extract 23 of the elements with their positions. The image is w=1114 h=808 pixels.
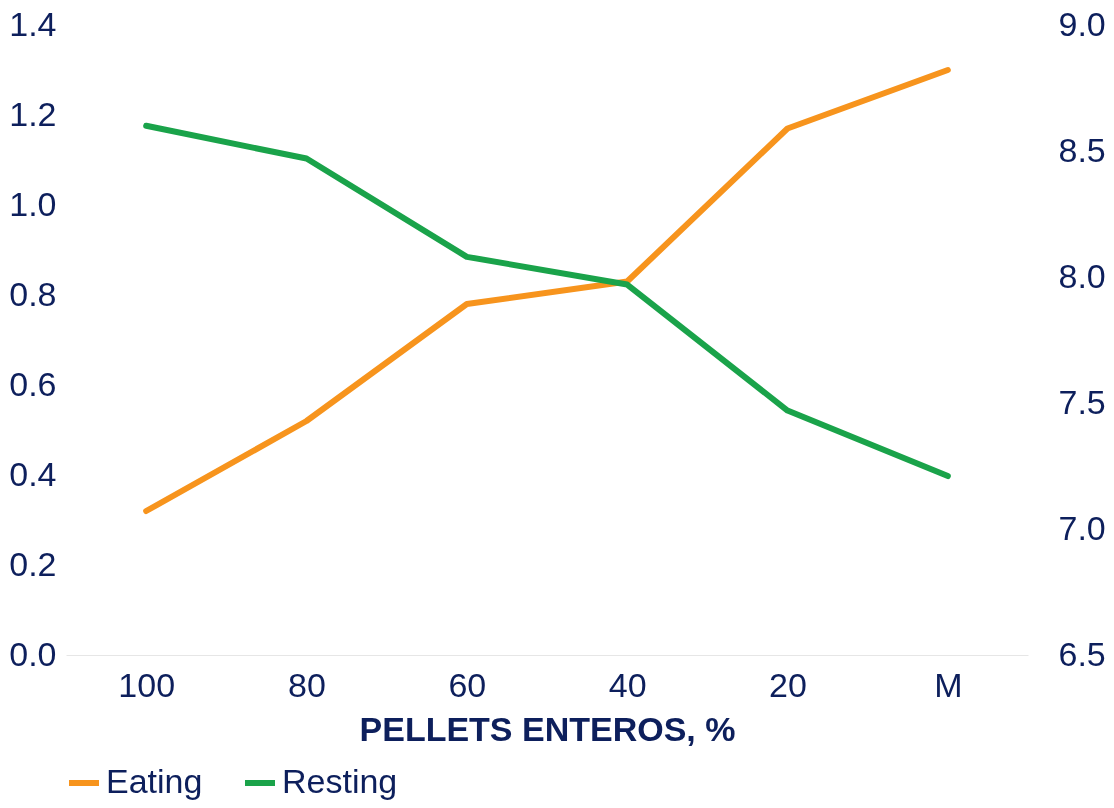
- y2-tick-label: 8.0: [1058, 256, 1106, 295]
- legend-label: Eating: [106, 762, 203, 800]
- y-tick-label: 1.2: [9, 94, 57, 133]
- y2-tick-label: 7.0: [1058, 508, 1106, 547]
- y-tick-label: 0.6: [9, 364, 57, 403]
- y-tick-label: 1.0: [9, 184, 57, 223]
- x-axis-title: PELLETS ENTEROS, %: [359, 709, 736, 748]
- y-tick-label: 0.8: [9, 274, 57, 313]
- legend-label: Resting: [282, 762, 398, 800]
- y-tick-label: 1.4: [9, 4, 57, 43]
- x-tick-label: 40: [608, 665, 647, 704]
- y-tick-label: 0.0: [9, 634, 57, 673]
- x-tick-label: 80: [288, 665, 326, 704]
- y2-tick-label: 9.0: [1058, 4, 1106, 43]
- y2-tick-label: 6.5: [1058, 634, 1106, 673]
- x-tick-label: 100: [118, 665, 176, 704]
- x-tick-label: 20: [769, 665, 807, 704]
- y-tick-label: 0.4: [9, 454, 57, 493]
- y2-tick-label: 7.5: [1058, 382, 1106, 421]
- x-tick-label: 60: [448, 665, 487, 704]
- y2-tick-label: 8.5: [1058, 130, 1106, 169]
- x-tick-label: M: [934, 665, 963, 704]
- y-tick-label: 0.2: [9, 544, 57, 583]
